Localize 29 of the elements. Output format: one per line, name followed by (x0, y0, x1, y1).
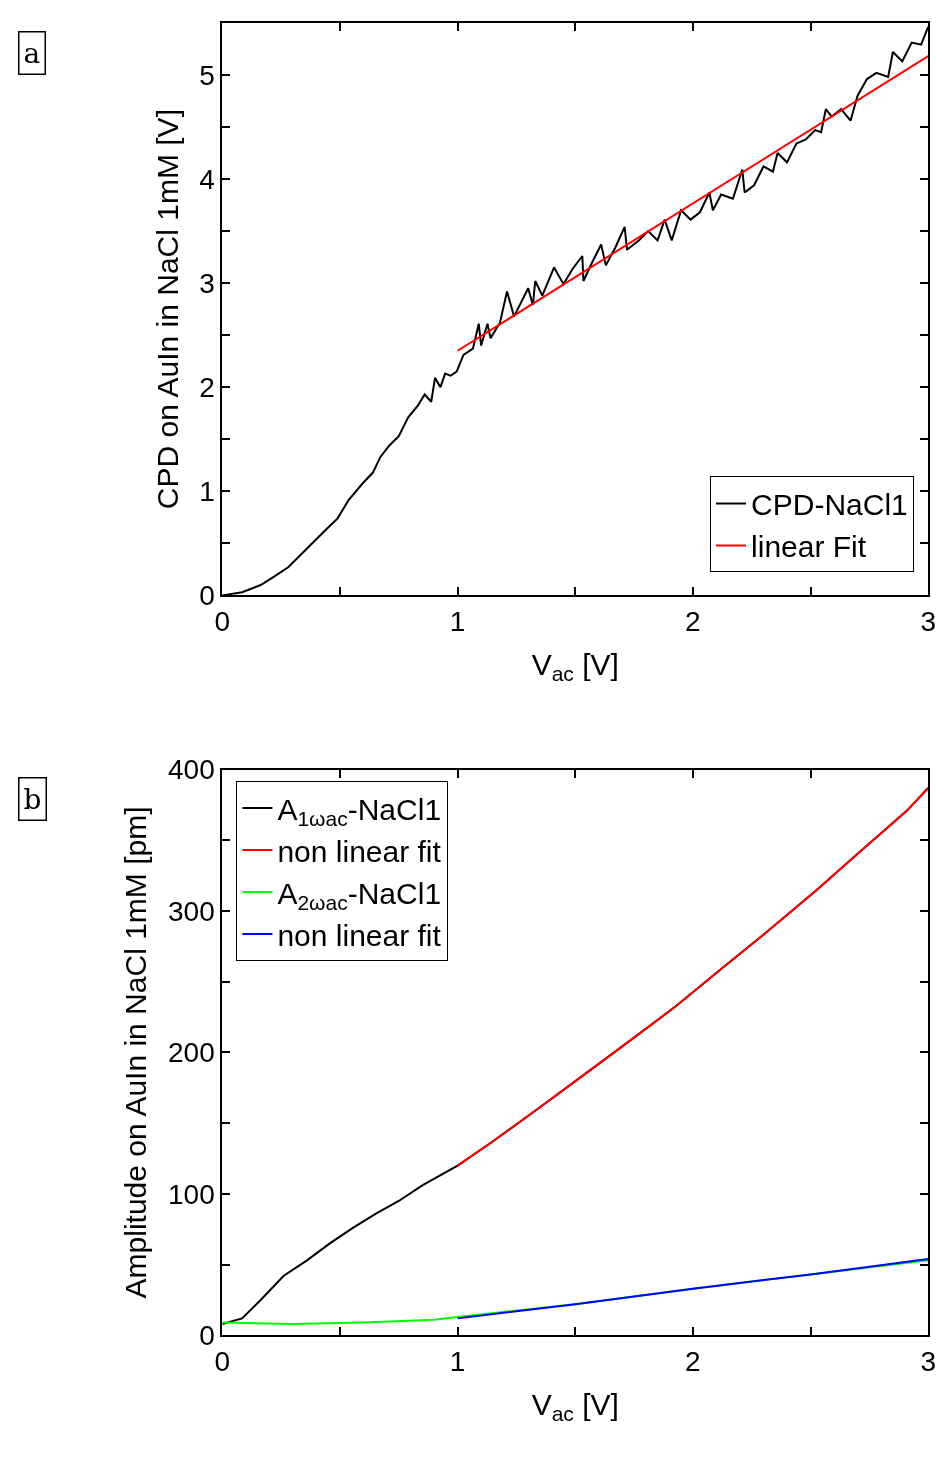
y-tick-label: 0 (199, 1320, 215, 1352)
y-tick-label: 0 (199, 580, 215, 612)
y-tick-label: 5 (199, 59, 215, 91)
legend-label: A$_{1ωac}$-NaCl1 (277, 792, 442, 830)
y-tick-label: 4 (199, 163, 215, 195)
text: a (23, 36, 41, 70)
x-tick-label: 3 (920, 606, 936, 637)
x-tick-label: 1 (449, 606, 466, 637)
y-tick-label: 300 (167, 895, 215, 927)
y-tick-label: 400 (167, 754, 215, 786)
x-tick-label: 2 (685, 1345, 701, 1377)
x-axis-title: V$_{ac}$ [V] (531, 1387, 619, 1426)
y-tick-label: 1 (199, 476, 215, 508)
y-tick-label: 100 (167, 1178, 215, 1210)
y-axis-title: Amplitude on AuIn in NaCl 1mM [pm] (119, 806, 153, 1299)
text: b (23, 782, 42, 816)
legend-label: non linear fit (277, 918, 442, 952)
y-axis-title: CPD on AuIn in NaCl 1mM [V] (150, 109, 184, 510)
x-tick-label: 1 (449, 1345, 466, 1377)
legend-label: A$_{2ωac}$-NaCl1 (277, 876, 442, 914)
x-tick-label: 2 (685, 606, 701, 637)
y-tick-label: 2 (199, 371, 215, 403)
legend-label: linear Fit (751, 530, 867, 564)
legend-label: non linear fit (277, 834, 442, 868)
y-tick-label: 200 (167, 1037, 215, 1069)
x-tick-label: 3 (920, 1345, 936, 1377)
legend-label: CPD-NaCl1 (751, 488, 908, 522)
x-axis-title: V$_{ac}$ [V] (531, 648, 619, 686)
y-tick-label: 3 (199, 267, 215, 299)
